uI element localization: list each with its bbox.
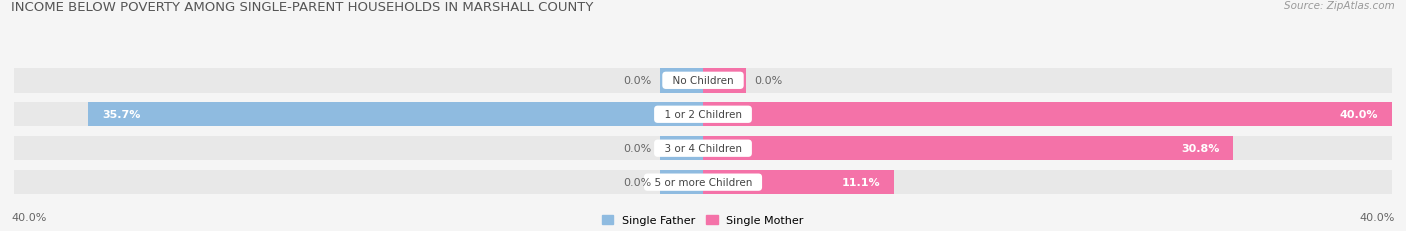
Text: INCOME BELOW POVERTY AMONG SINGLE-PARENT HOUSEHOLDS IN MARSHALL COUNTY: INCOME BELOW POVERTY AMONG SINGLE-PARENT… bbox=[11, 1, 593, 14]
Bar bbox=[659, 136, 703, 161]
Bar bbox=[14, 103, 703, 127]
Text: 40.0%: 40.0% bbox=[11, 212, 46, 222]
Bar bbox=[703, 103, 1392, 127]
Bar bbox=[14, 69, 703, 93]
Bar bbox=[703, 170, 894, 195]
Bar bbox=[89, 103, 703, 127]
Text: 5 or more Children: 5 or more Children bbox=[648, 177, 758, 187]
Text: 11.1%: 11.1% bbox=[842, 177, 880, 187]
Bar bbox=[703, 69, 1392, 93]
Legend: Single Father, Single Mother: Single Father, Single Mother bbox=[602, 215, 804, 225]
Bar bbox=[703, 103, 1392, 127]
Bar bbox=[703, 170, 1392, 195]
Text: Source: ZipAtlas.com: Source: ZipAtlas.com bbox=[1284, 1, 1395, 11]
Text: 3 or 4 Children: 3 or 4 Children bbox=[658, 144, 748, 154]
Text: 0.0%: 0.0% bbox=[755, 76, 783, 86]
Text: 0.0%: 0.0% bbox=[623, 177, 651, 187]
Text: 40.0%: 40.0% bbox=[1340, 110, 1378, 120]
Text: 0.0%: 0.0% bbox=[623, 76, 651, 86]
Bar bbox=[703, 136, 1233, 161]
Text: 0.0%: 0.0% bbox=[623, 144, 651, 154]
Bar bbox=[14, 136, 703, 161]
Bar bbox=[659, 69, 703, 93]
Bar bbox=[703, 136, 1392, 161]
Bar bbox=[703, 69, 747, 93]
Bar bbox=[14, 170, 703, 195]
Text: 40.0%: 40.0% bbox=[1360, 212, 1395, 222]
Text: 30.8%: 30.8% bbox=[1181, 144, 1219, 154]
Text: 35.7%: 35.7% bbox=[101, 110, 141, 120]
Text: 1 or 2 Children: 1 or 2 Children bbox=[658, 110, 748, 120]
Bar bbox=[659, 170, 703, 195]
Text: No Children: No Children bbox=[666, 76, 740, 86]
